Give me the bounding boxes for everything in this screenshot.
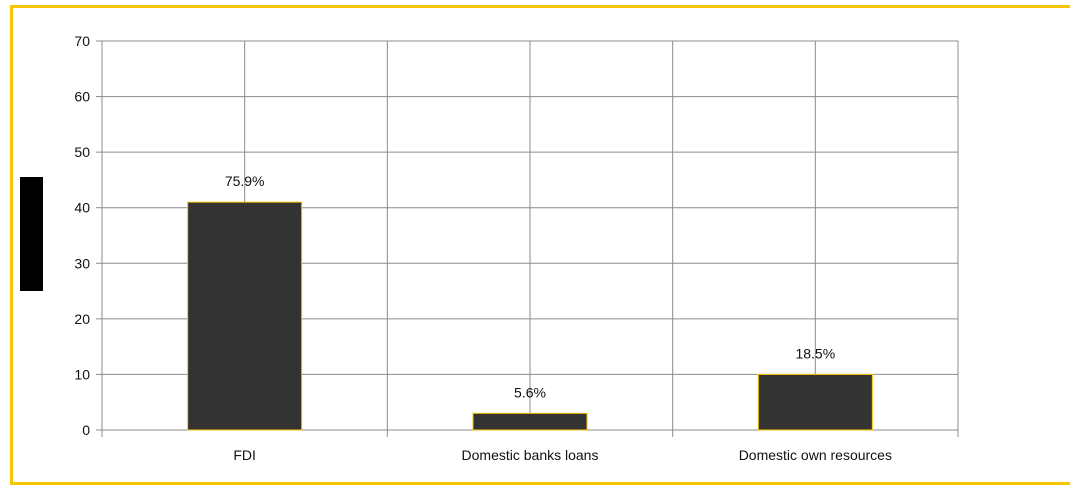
data-label: 18.5% [795,345,835,361]
y-tick-label: 70 [74,33,90,49]
bar-chart: 0 10 20 30 40 50 60 70 75.9% FDI 5.6% Domestic bank… [74,33,959,463]
bar [472,412,588,431]
bar [187,201,303,431]
data-label: 75.9% [225,173,265,189]
category-label: Domestic own resources [739,447,892,463]
y-tick-label: 0 [82,422,90,438]
category-label: Domestic banks loans [462,447,599,463]
data-label: 5.6% [514,384,546,400]
y-tick-label: 20 [74,311,90,327]
bars [187,201,873,431]
category-label: FDI [233,447,256,463]
y-tick-label: 40 [74,200,90,216]
chart-frame [10,5,1070,485]
y-tick-label: 30 [74,255,90,271]
y-tick-label: 60 [74,89,90,105]
bar [757,373,873,431]
y-tick-label: 10 [74,366,90,382]
y-tick-label: 50 [74,144,90,160]
labels: 0 10 20 30 40 50 60 70 75.9% FDI 5.6% Domestic bank… [74,33,892,463]
y-axis-label-block [20,177,43,291]
